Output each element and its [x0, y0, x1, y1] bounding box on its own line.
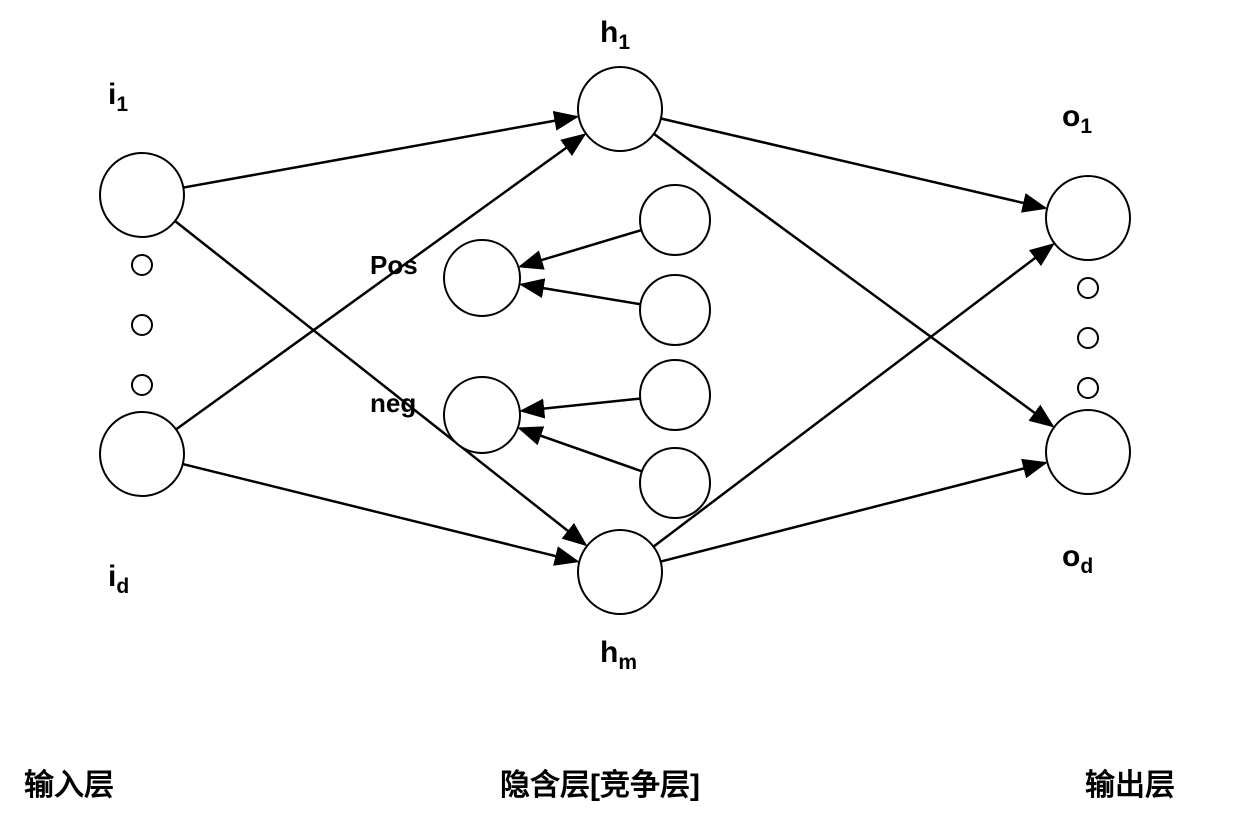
node-c1 — [640, 185, 710, 255]
label-od: od — [1062, 540, 1093, 579]
node-odot3 — [1078, 378, 1098, 398]
label-hm: hm — [600, 636, 637, 675]
label-pos: Pos — [370, 250, 418, 281]
node-neg — [444, 377, 520, 453]
node-c2 — [640, 275, 710, 345]
node-o1 — [1046, 176, 1130, 260]
edge — [661, 119, 1045, 208]
edge — [654, 134, 1053, 426]
edge — [521, 285, 640, 305]
node-hm — [578, 530, 662, 614]
node-odot1 — [1078, 278, 1098, 298]
nodes — [100, 67, 1130, 614]
edge — [653, 245, 1052, 547]
label-id: id — [108, 560, 129, 599]
node-c3 — [640, 360, 710, 430]
node-idot1 — [132, 255, 152, 275]
node-i1 — [100, 153, 184, 237]
label-h1: h1 — [600, 16, 630, 55]
label-neg: neg — [370, 388, 416, 419]
layer-label-input: 输入层 — [24, 760, 114, 804]
node-id — [100, 412, 184, 496]
layer-label-output: 输出层 — [1085, 760, 1175, 804]
node-c4 — [640, 448, 710, 518]
network-diagram — [0, 0, 1240, 829]
edge — [661, 463, 1046, 562]
node-h1 — [578, 67, 662, 151]
node-idot2 — [132, 315, 152, 335]
edges — [175, 117, 1053, 562]
label-o1: o1 — [1062, 100, 1092, 139]
node-idot3 — [132, 375, 152, 395]
edge — [522, 399, 640, 411]
node-odot2 — [1078, 328, 1098, 348]
edge — [183, 117, 576, 188]
edge — [520, 428, 642, 471]
node-od — [1046, 410, 1130, 494]
edge — [183, 464, 578, 561]
node-pos — [444, 240, 520, 316]
layer-label-hidden: 隐含层[竞争层] — [500, 760, 700, 804]
edge — [520, 230, 641, 266]
label-i1: i1 — [108, 78, 128, 117]
